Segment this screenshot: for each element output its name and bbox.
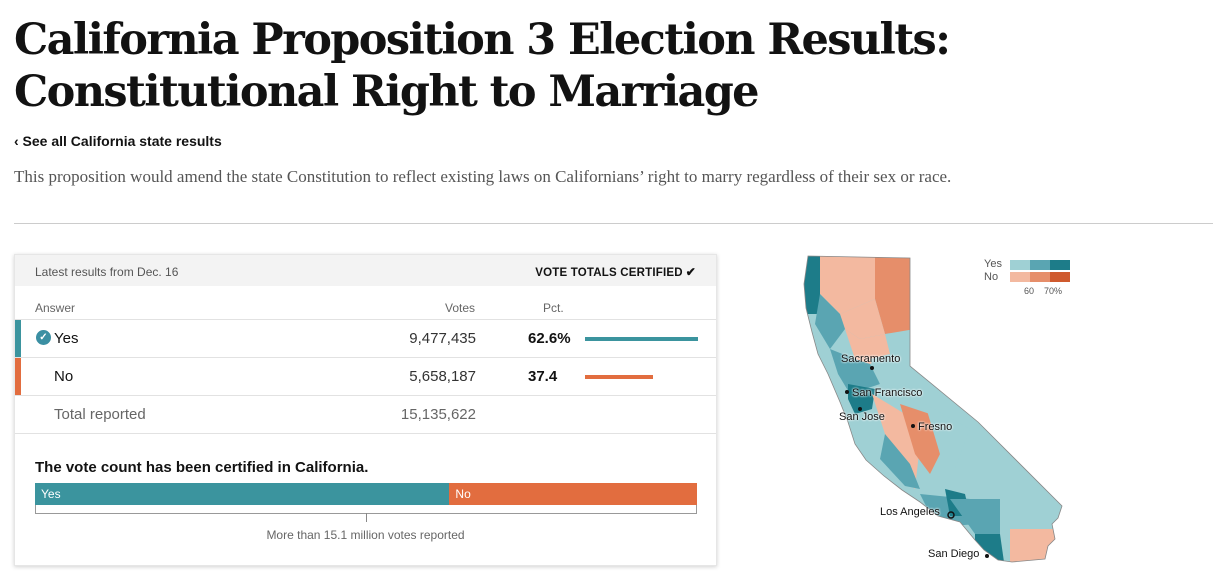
divider bbox=[14, 223, 1213, 224]
column-header-pct: Pct. bbox=[543, 301, 564, 315]
fresno-marker bbox=[911, 424, 915, 428]
legend-yes-label: Yes bbox=[984, 258, 1002, 270]
pct-bar-yes bbox=[585, 337, 698, 341]
certified-text: VOTE TOTALS CERTIFIED bbox=[535, 267, 683, 279]
legend-swatch-yes-2 bbox=[1030, 260, 1050, 270]
see-all-state-results-link[interactable]: ‹ See all California state results bbox=[14, 133, 222, 149]
pct-no: 37.4 bbox=[528, 368, 558, 385]
table-row-no: No 5,658,187 37.4 bbox=[15, 357, 716, 395]
answer-yes: Yes bbox=[54, 330, 79, 347]
yes-color-flag bbox=[15, 320, 21, 357]
legend-tick-70: 70% bbox=[1044, 286, 1063, 296]
table-row-yes: ✓ Yes 9,477,435 62.6% bbox=[15, 319, 716, 357]
legend-swatch-no-3 bbox=[1050, 272, 1070, 282]
san-diego-marker bbox=[985, 554, 989, 558]
results-table-card: Latest results from Dec. 16 VOTE TOTALS … bbox=[14, 254, 717, 566]
results-header: Latest results from Dec. 16 VOTE TOTALS … bbox=[15, 255, 716, 286]
legend-swatch-no-2 bbox=[1030, 272, 1050, 282]
answer-no: No bbox=[54, 368, 74, 385]
page-title: California Proposition 3 Election Result… bbox=[14, 15, 951, 117]
san-jose-marker bbox=[858, 407, 862, 411]
total-votes: 15,135,622 bbox=[400, 406, 476, 423]
checkmark-icon: ✔ bbox=[685, 265, 696, 279]
table-row-total: Total reported 15,135,622 bbox=[15, 395, 716, 434]
city-label-los-angeles: Los Angeles bbox=[880, 506, 940, 518]
total-label: Total reported bbox=[54, 406, 146, 423]
vote-share-yes: Yes bbox=[35, 483, 450, 505]
city-label-san-diego: San Diego bbox=[928, 548, 980, 560]
votes-yes: 9,477,435 bbox=[409, 330, 476, 347]
votes-reported-text: More than 15.1 million votes reported bbox=[266, 528, 465, 542]
vote-share-no: No bbox=[449, 483, 697, 505]
majority-tick bbox=[366, 513, 367, 522]
legend-swatch-yes-3 bbox=[1050, 260, 1070, 270]
county-regions bbox=[804, 256, 1062, 562]
latest-results-date: Latest results from Dec. 16 bbox=[35, 265, 179, 279]
proposition-description: This proposition would amend the state C… bbox=[14, 167, 952, 186]
vote-share-bar: Yes No bbox=[35, 483, 697, 505]
city-label-san-jose: San Jose bbox=[839, 411, 885, 423]
pct-bar-no bbox=[585, 375, 653, 379]
certified-label: VOTE TOTALS CERTIFIED ✔ bbox=[535, 265, 696, 279]
sacramento-marker bbox=[870, 366, 874, 370]
state-outline bbox=[803, 255, 1063, 563]
legend-swatch-no-1 bbox=[1010, 272, 1030, 282]
pct-yes: 62.6% bbox=[528, 330, 571, 347]
legend-tick-60: 60 bbox=[1024, 286, 1035, 296]
city-label-sacramento: Sacramento bbox=[841, 353, 901, 365]
legend-swatch-yes-1 bbox=[1010, 260, 1030, 270]
winner-check-icon: ✓ bbox=[36, 330, 51, 345]
los-angeles-marker bbox=[947, 511, 955, 519]
legend-no-label: No bbox=[984, 271, 999, 283]
no-color-flag bbox=[15, 358, 21, 395]
column-header-votes: Votes bbox=[445, 301, 476, 315]
certified-message: The vote count has been certified in Cal… bbox=[35, 459, 369, 476]
city-label-san-francisco: San Francisco bbox=[852, 387, 923, 399]
city-label-fresno: Fresno bbox=[918, 421, 953, 433]
san-francisco-marker bbox=[845, 390, 849, 394]
california-county-map bbox=[803, 255, 1063, 563]
votes-no: 5,658,187 bbox=[409, 368, 476, 385]
column-header-answer: Answer bbox=[35, 301, 76, 315]
